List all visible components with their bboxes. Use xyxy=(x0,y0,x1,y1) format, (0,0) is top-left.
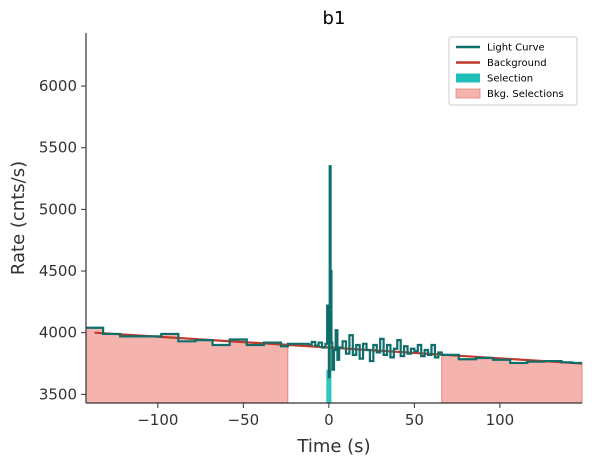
selection-layer xyxy=(326,369,332,403)
axes xyxy=(85,33,582,404)
selection-region-1 xyxy=(326,369,332,403)
light-curve-line xyxy=(86,165,582,379)
chart-title: b1 xyxy=(323,8,346,29)
legend-label: Background xyxy=(487,58,547,69)
x-tick-label: −50 xyxy=(228,411,260,429)
legend-label: Selection xyxy=(487,74,533,85)
tick-layer: −100 −50 0 50 100 3500 4000 4500 5000 5500 6000 xyxy=(39,77,514,429)
x-tick-label: 100 xyxy=(486,411,515,429)
legend-swatch xyxy=(455,88,481,99)
legend-label: Light Curve xyxy=(487,43,545,54)
y-tick-label: 3500 xyxy=(39,385,77,403)
y-axis-label: Rate (cnts/s) xyxy=(8,161,29,275)
x-axis-label: Time (s) xyxy=(296,436,370,457)
legend-swatch xyxy=(456,73,480,83)
legend: Light Curve Background Selection Bkg. Selec… xyxy=(448,36,578,106)
legend-frame xyxy=(448,36,578,106)
y-tick-label: 5000 xyxy=(39,200,77,218)
x-tick-label: −100 xyxy=(137,411,178,429)
x-tick-label: 50 xyxy=(405,411,424,429)
legend-label: Bkg. Selections xyxy=(487,89,564,100)
x-tick-label: 0 xyxy=(324,411,334,429)
y-tick-label: 4500 xyxy=(39,262,77,280)
y-tick-label: 6000 xyxy=(39,77,77,95)
light-curve-layer xyxy=(86,165,582,379)
y-tick-label: 5500 xyxy=(39,139,77,157)
y-tick-label: 4000 xyxy=(39,324,77,342)
